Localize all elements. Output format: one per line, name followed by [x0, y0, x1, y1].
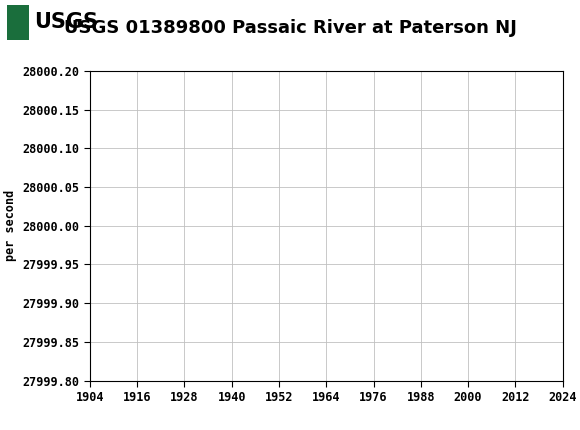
Y-axis label: Annual Peak Streamflow, in cubic feet
per second: Annual Peak Streamflow, in cubic feet pe… — [0, 94, 17, 358]
Text: USGS 01389800 Passaic River at Paterson NJ: USGS 01389800 Passaic River at Paterson … — [64, 18, 516, 37]
Text: USGS: USGS — [34, 12, 97, 32]
Bar — [3, 2, 113, 43]
Bar — [7, 6, 29, 40]
